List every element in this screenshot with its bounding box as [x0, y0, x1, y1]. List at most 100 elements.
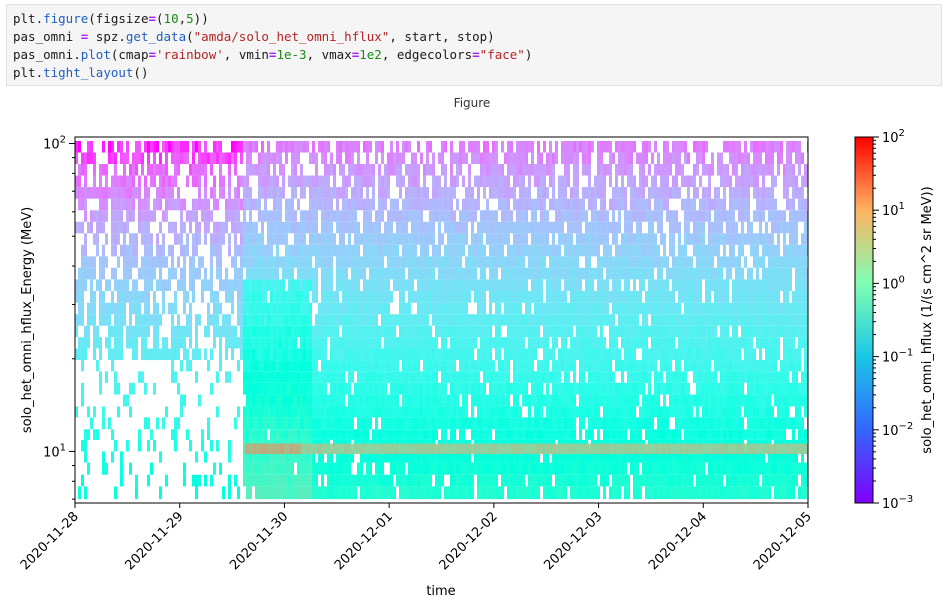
heatmap-cell	[546, 267, 549, 280]
heatmap-cell	[276, 210, 279, 222]
heatmap-cell	[753, 256, 756, 268]
heatmap-cell	[378, 371, 381, 383]
heatmap-cell	[573, 406, 576, 418]
heatmap-cell	[117, 210, 120, 222]
heatmap-cell	[177, 382, 180, 395]
heatmap-cell	[291, 486, 294, 500]
code-cell[interactable]: plt.figure(figsize=(10,5)) pas_omni = sp…	[6, 4, 942, 86]
heatmap-cell	[321, 290, 324, 303]
heatmap-cell	[369, 198, 372, 211]
heatmap-cell	[93, 210, 96, 222]
heatmap-cell	[180, 233, 183, 245]
heatmap-cell	[333, 394, 336, 407]
heatmap-cell	[420, 429, 423, 440]
heatmap-cell	[723, 302, 726, 315]
heatmap-cell	[549, 325, 552, 338]
heatmap-cell	[753, 417, 756, 430]
heatmap-cell	[84, 337, 87, 349]
heatmap-cell	[489, 417, 492, 430]
heatmap-cell	[801, 233, 804, 245]
heatmap-cell	[264, 210, 267, 222]
heatmap-cell	[351, 302, 354, 315]
heatmap-cell	[474, 279, 477, 291]
heatmap-cell	[531, 210, 534, 222]
heatmap-cell	[642, 348, 645, 361]
heatmap-cell	[255, 429, 258, 440]
heatmap-cell	[627, 302, 630, 315]
heatmap-cell	[657, 417, 660, 430]
heatmap-cell	[621, 429, 624, 440]
heatmap-cell	[264, 474, 267, 487]
heatmap-cell	[660, 360, 663, 372]
heatmap-cell	[435, 244, 438, 257]
heatmap-cell	[279, 221, 282, 234]
heatmap-cell	[411, 348, 414, 361]
heatmap-cell	[777, 302, 780, 315]
heatmap-cell	[429, 417, 432, 430]
heatmap-cell	[597, 256, 600, 268]
heatmap-cell	[429, 371, 432, 383]
heatmap-cell	[690, 429, 693, 440]
heatmap-cell	[672, 314, 675, 326]
heatmap-cell	[297, 462, 300, 475]
heatmap-cell	[423, 279, 426, 291]
heatmap-cell	[81, 267, 84, 280]
heatmap-cell	[264, 244, 267, 257]
heatmap-cell	[732, 486, 735, 500]
heatmap-cell	[321, 462, 324, 475]
heatmap-cell	[534, 406, 537, 418]
heatmap-cell	[513, 371, 516, 383]
heatmap-cell	[402, 244, 405, 257]
heatmap-cell	[582, 302, 585, 315]
heatmap-cell	[705, 302, 708, 315]
heatmap-cell	[747, 360, 750, 372]
heatmap-cell	[594, 267, 597, 280]
heatmap-cell	[774, 290, 777, 303]
heatmap-cell	[615, 302, 618, 315]
heatmap-cell	[324, 290, 327, 303]
heatmap-cell	[414, 486, 417, 500]
heatmap-cell	[786, 244, 789, 257]
heatmap-cell	[360, 337, 363, 349]
heatmap-cell	[534, 348, 537, 361]
heatmap-cell	[750, 486, 753, 500]
heatmap-cell	[261, 394, 264, 407]
heatmap-cell	[525, 371, 528, 383]
heatmap-cell	[273, 360, 276, 372]
heatmap-cell	[738, 382, 741, 395]
heatmap-cell	[597, 429, 600, 440]
heatmap-cell	[483, 474, 486, 487]
heatmap-cell	[312, 233, 315, 245]
heatmap-cell	[192, 256, 195, 268]
heatmap-cell	[162, 348, 165, 361]
heatmap-cell	[543, 371, 546, 383]
heatmap-cell	[777, 394, 780, 407]
heatmap-cell	[483, 394, 486, 407]
heatmap-cell	[804, 462, 807, 475]
heatmap-cell	[501, 210, 504, 222]
heatmap-cell	[789, 348, 792, 361]
heatmap-cell	[513, 348, 516, 361]
heatmap-cell	[627, 451, 630, 463]
heatmap-cell	[270, 406, 273, 418]
heatmap-cell	[696, 348, 699, 361]
heatmap-cell	[693, 462, 696, 475]
heatmap-cell	[381, 233, 384, 245]
heatmap-cell	[684, 371, 687, 383]
heatmap-cell	[297, 360, 300, 372]
heatmap-cell	[339, 406, 342, 418]
heatmap-cell	[426, 314, 429, 326]
heatmap-cell	[624, 360, 627, 372]
heatmap-cell	[462, 279, 465, 291]
heatmap-cell	[432, 302, 435, 315]
heatmap-cell	[285, 221, 288, 234]
heatmap-cell	[180, 267, 183, 280]
heatmap-cell	[603, 360, 606, 372]
heatmap-cell	[411, 233, 414, 245]
heatmap-cell	[465, 325, 468, 338]
heatmap-cell	[627, 348, 630, 361]
heatmap-cell	[525, 486, 528, 500]
heatmap-cell	[96, 337, 99, 349]
heatmap-cell	[684, 325, 687, 338]
heatmap-cell	[120, 337, 123, 349]
